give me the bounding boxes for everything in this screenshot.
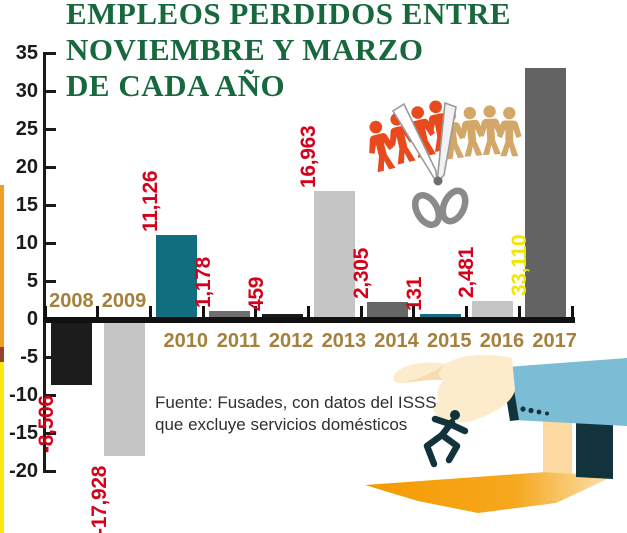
y-axis-label: -10	[9, 384, 38, 406]
year-label-2011: 2011	[216, 330, 261, 352]
y-axis	[43, 53, 46, 473]
year-label-2013: 2013	[321, 330, 367, 352]
source-line-2: que excluye servicios domésticos	[155, 415, 408, 434]
y-axis-label: 20	[15, 156, 38, 178]
x-axis-tick	[517, 306, 521, 318]
y-axis-label: 25	[15, 118, 38, 140]
x-axis-tick	[96, 306, 100, 318]
title-line-1: EMPLEOS PERDIDOS ENTRE	[66, 0, 512, 31]
y-axis-tick	[43, 203, 56, 207]
y-axis-tick	[43, 393, 56, 397]
y-axis-label: 5	[26, 270, 38, 292]
value-label-2015: 131	[402, 276, 426, 311]
x-axis-tick	[254, 306, 258, 318]
sleeve-buttons	[520, 406, 549, 416]
y-axis-label: -20	[9, 460, 38, 482]
y-axis-tick	[43, 127, 56, 131]
x-axis-tick	[359, 306, 363, 318]
y-axis-label: -5	[20, 346, 38, 368]
y-axis-label: 15	[15, 194, 38, 216]
value-label-2014: 2,305	[350, 248, 374, 300]
bar-2008	[50, 320, 92, 385]
y-axis-tick	[43, 355, 56, 359]
title-line-2: NOVIEMBRE Y MARZO	[66, 32, 424, 67]
year-label-2012: 2012	[268, 330, 314, 352]
page-title: EMPLEOS PERDIDOS ENTRE NOVIEMBRE Y MARZO…	[66, 0, 626, 104]
value-label-2009: -17,928	[88, 466, 112, 533]
y-axis-tick	[43, 241, 56, 245]
y-axis-label: 0	[26, 308, 38, 330]
bar-2016	[472, 301, 514, 320]
year-label-2009: 2009	[101, 290, 147, 312]
source-note: Fuente: Fusades, con datos del ISSS que …	[155, 392, 437, 436]
hand-icon	[393, 354, 515, 423]
value-label-2013: 16,963	[297, 125, 321, 189]
y-axis-tick	[43, 51, 56, 55]
bar-2017	[525, 68, 567, 320]
y-axis-label: 30	[15, 80, 38, 102]
suit-sleeve	[506, 358, 627, 426]
y-axis-tick	[43, 89, 56, 93]
x-axis-tick	[201, 306, 205, 318]
y-axis-label: 10	[15, 232, 38, 254]
value-label-2011: 1,178	[191, 256, 215, 309]
year-label-2016: 2016	[479, 330, 525, 352]
x-axis-tick	[465, 306, 469, 318]
hand-dropping-worker-illustration	[365, 354, 627, 513]
value-label-2008: -8,506	[35, 395, 59, 454]
bar-2010	[156, 235, 198, 320]
scissors-icon	[391, 101, 469, 228]
y-axis-label: 35	[15, 42, 38, 64]
x-axis-tick	[148, 306, 152, 318]
y-axis-tick	[43, 279, 56, 283]
edge-strip-yellow	[0, 362, 4, 533]
falling-worker-icon	[423, 410, 469, 468]
year-label-2015: 2015	[427, 330, 472, 352]
source-line-1: Fuente: Fusades, con datos del ISSS	[155, 393, 437, 412]
year-label-2014: 2014	[374, 330, 419, 352]
y-axis-label: -15	[9, 422, 38, 444]
bar-2013	[314, 191, 356, 320]
scissors-cutting-paper-dolls-illustration	[362, 98, 522, 228]
bar-2009	[103, 320, 145, 457]
value-label-2010: 11,126	[139, 171, 163, 233]
value-label-2012: 459	[244, 276, 268, 311]
year-label-2008: 2008	[49, 290, 94, 312]
year-label-2010: 2010	[163, 330, 209, 352]
x-axis-tick	[570, 306, 574, 318]
y-axis-tick	[43, 469, 56, 473]
floor-shape	[365, 472, 614, 513]
y-axis-tick	[43, 165, 56, 169]
value-label-2017: 33,110	[508, 235, 532, 297]
x-axis-tick	[412, 306, 416, 318]
year-label-2017: 2017	[532, 330, 577, 352]
edge-strip-maroon	[0, 347, 4, 362]
x-axis-baseline	[43, 316, 575, 323]
y-axis-tick	[43, 431, 56, 435]
x-axis-tick	[307, 306, 310, 318]
edge-strip-orange	[0, 185, 4, 347]
value-label-2016: 2,481	[455, 247, 479, 299]
bar-2011	[208, 311, 250, 320]
title-line-3: DE CADA AÑO	[66, 68, 286, 103]
x-axis-tick	[43, 306, 47, 318]
bar-2014	[367, 302, 409, 320]
